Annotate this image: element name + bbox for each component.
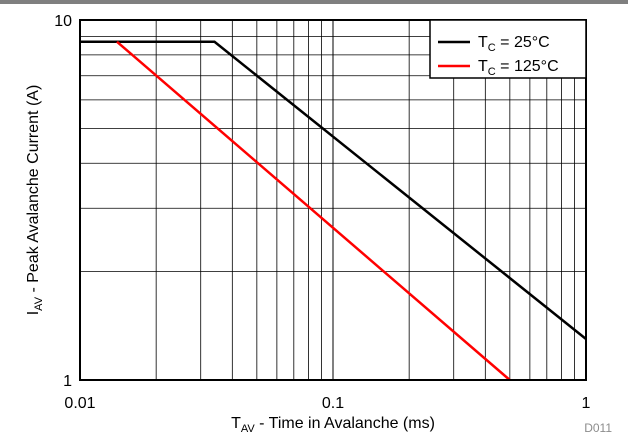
series-layer bbox=[80, 40, 587, 381]
x-axis-label: TAV - Time in Avalanche (ms) bbox=[231, 415, 435, 435]
legend-label-125c: TC = 125°C bbox=[478, 58, 559, 78]
legend-label-25c: TC = 25°C bbox=[478, 34, 550, 54]
y-tick-labels: 10 1 bbox=[54, 13, 72, 390]
x-tick-label: 1 bbox=[582, 395, 591, 412]
x-tick-label: 0.1 bbox=[322, 395, 344, 412]
figure-code: D011 bbox=[584, 421, 612, 435]
legend-box bbox=[429, 19, 587, 79]
x-tick-label: 0.01 bbox=[64, 395, 95, 412]
legend: TC = 25°C TC = 125°C bbox=[429, 19, 587, 79]
series-line-125c bbox=[116, 40, 511, 381]
y-axis-label: IAV - Peak Avalanche Current (A) bbox=[25, 85, 45, 316]
y-tick-label: 10 bbox=[54, 13, 72, 30]
top-rule bbox=[0, 0, 628, 4]
y-tick-label: 1 bbox=[63, 373, 72, 390]
x-tick-labels: 0.01 0.1 1 bbox=[64, 395, 590, 412]
series-line-25c bbox=[80, 40, 587, 340]
plot-frame bbox=[79, 19, 587, 381]
